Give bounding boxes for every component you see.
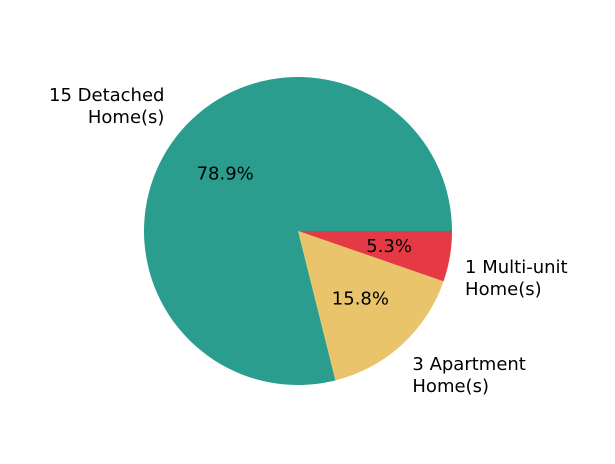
slice-label-0-line-0: 1 Multi-unit <box>465 257 568 278</box>
pct-label-2: 78.9% <box>197 164 254 185</box>
slice-label-2-line-0: 15 Detached <box>49 85 164 106</box>
percentage-labels: 5.3% 15.8% 78.9% <box>197 164 412 310</box>
slice-label-2: 15 Detached Home(s) <box>49 85 164 128</box>
slice-labels: 1 Multi-unit Home(s)3 Apartment Home(s)15 … <box>49 85 568 397</box>
pct-label-1: 15.8% <box>332 289 389 310</box>
pie-slice-1 <box>298 231 444 381</box>
slice-label-0: 1 Multi-unit Home(s) <box>465 257 568 300</box>
slice-label-1: 3 Apartment Home(s) <box>412 354 525 397</box>
slice-label-0-line-1: Home(s) <box>465 279 542 300</box>
pie-slice-0 <box>298 231 452 282</box>
slice-label-1-line-0: 3 Apartment <box>412 354 525 375</box>
pie-slices <box>144 77 452 385</box>
slice-label-1-line-1: Home(s) <box>412 376 489 397</box>
pie-slice-2 <box>144 77 452 385</box>
pct-label-0: 5.3% <box>366 236 412 257</box>
slice-label-2-line-1: Home(s) <box>88 107 165 128</box>
